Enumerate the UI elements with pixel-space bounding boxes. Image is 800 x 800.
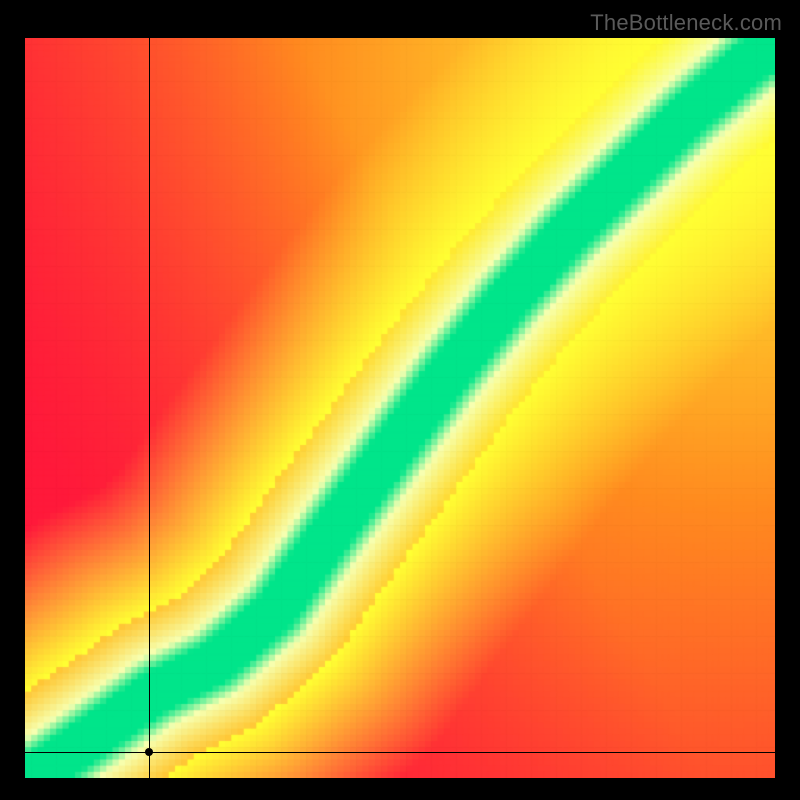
crosshair-marker xyxy=(145,748,153,756)
crosshair-horizontal xyxy=(25,752,775,753)
watermark-text: TheBottleneck.com xyxy=(590,10,782,36)
crosshair-vertical xyxy=(149,38,150,778)
bottleneck-heatmap xyxy=(25,38,775,778)
